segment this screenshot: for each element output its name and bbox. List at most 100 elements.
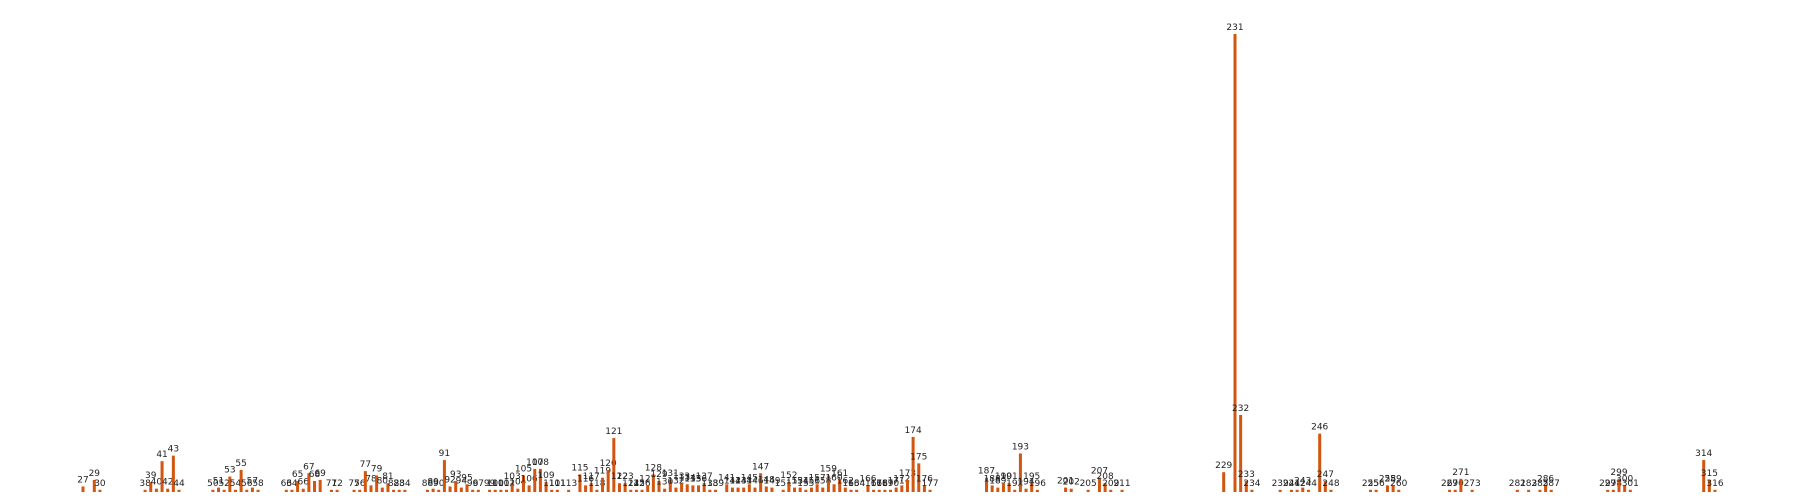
bar-label: 71 [326, 479, 337, 489]
bar [98, 489, 102, 492]
bar [742, 487, 746, 492]
bar-label: 167 [865, 479, 882, 489]
bar-label: 50 [207, 479, 219, 489]
bar-label: 173 [899, 469, 916, 479]
bar [437, 489, 441, 492]
bar-label: 162 [837, 477, 854, 487]
bar-label: 201 [1057, 477, 1074, 487]
bar [1318, 433, 1322, 492]
bar [894, 487, 898, 492]
bar-label: 105 [515, 464, 532, 474]
bar-label: 110 [543, 479, 560, 489]
bar-label: 234 [1243, 479, 1260, 489]
bar-label: 30 [94, 479, 106, 489]
bar-label: 123 [617, 472, 634, 482]
bar [476, 489, 480, 492]
bar-label: 122 [611, 472, 628, 482]
bar-label: 91 [439, 449, 450, 459]
bar-label: 142 [724, 477, 741, 487]
bar [617, 483, 621, 492]
bar [685, 484, 689, 492]
bar [301, 488, 305, 492]
bar [1549, 489, 1553, 492]
bar [634, 489, 638, 492]
bar [730, 487, 734, 492]
bar [1069, 488, 1073, 492]
bar-label: 51 [213, 477, 224, 487]
bar [222, 489, 226, 492]
bar [250, 487, 254, 492]
bar [448, 486, 452, 492]
bar [459, 487, 463, 492]
bar-label: 83 [394, 479, 405, 489]
bar-label: 109 [537, 471, 554, 481]
bar [92, 479, 96, 492]
bar-label: 41 [156, 450, 167, 460]
bar [1329, 489, 1333, 492]
bar-label: 190 [995, 472, 1012, 482]
bar-label: 315 [1701, 469, 1718, 479]
bar-label: 130 [656, 478, 673, 488]
bar-label: 194 [1017, 478, 1034, 488]
bar-label: 125 [628, 479, 645, 489]
bar [284, 489, 288, 492]
bar-label: 151 [775, 479, 792, 489]
bar-label: 44 [173, 479, 185, 489]
bar [1233, 34, 1237, 492]
bar-label: 104 [509, 478, 526, 488]
bar [217, 487, 221, 492]
bar [228, 476, 232, 492]
bar-label: 270 [1447, 479, 1464, 489]
bar [1606, 489, 1610, 492]
bar-label: 155 [797, 479, 814, 489]
bar-label: 202 [1063, 478, 1080, 488]
bar [900, 485, 904, 492]
bar-label: 137 [696, 472, 713, 482]
bar-label: 72 [331, 479, 342, 489]
bar [143, 489, 147, 492]
bar [425, 489, 429, 492]
bar [815, 484, 819, 492]
bar [674, 487, 678, 492]
bar-label: 92 [444, 475, 455, 485]
bar [866, 485, 870, 492]
bar-label: 94 [456, 477, 468, 487]
bar [753, 487, 757, 492]
bar-label: 132 [667, 477, 684, 487]
bar [657, 480, 661, 492]
bar [589, 483, 593, 492]
bar [1301, 487, 1305, 492]
bar-label: 90 [433, 479, 445, 489]
bar [1030, 483, 1034, 492]
bar [832, 484, 836, 492]
bar [431, 488, 435, 492]
bar [759, 473, 763, 492]
bar-label: 52 [218, 479, 229, 489]
bar [516, 488, 520, 492]
bar-label: 241 [1283, 479, 1300, 489]
bar [1702, 460, 1706, 492]
bar-label: 136 [690, 474, 707, 484]
bar-label: 39 [145, 471, 157, 481]
bar [1623, 485, 1627, 492]
bar-label: 175 [910, 452, 927, 462]
bar-label: 229 [1215, 461, 1232, 471]
bar [821, 487, 825, 492]
bar [1024, 488, 1028, 492]
bar-label: 244 [1300, 479, 1317, 489]
bar-label: 38 [139, 479, 151, 489]
bar [442, 460, 446, 492]
bar-label: 78 [365, 474, 377, 484]
bar [352, 489, 356, 492]
bar-label: 126 [633, 479, 650, 489]
bar [1628, 489, 1632, 492]
bar-label: 147 [752, 462, 769, 472]
bar [691, 485, 695, 492]
bar-label: 57 [247, 477, 258, 487]
bar-label: 188 [984, 474, 1001, 484]
bar-label: 134 [679, 473, 696, 483]
bar-label: 77 [360, 460, 371, 470]
bar-label: 139 [707, 479, 724, 489]
bar [1323, 480, 1327, 492]
